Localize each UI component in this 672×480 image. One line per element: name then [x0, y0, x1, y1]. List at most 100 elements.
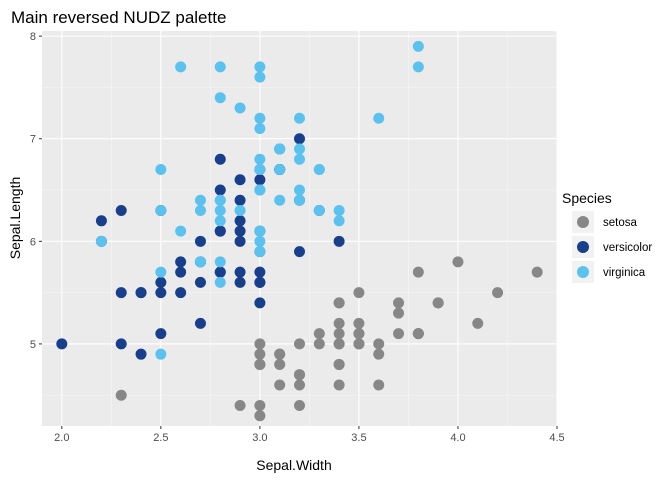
point-virginica	[155, 266, 167, 278]
point-virginica	[155, 348, 167, 360]
point-setosa	[274, 348, 286, 360]
point-versicolor	[214, 266, 226, 278]
point-virginica	[254, 153, 266, 165]
point-virginica	[234, 205, 246, 217]
point-setosa	[492, 287, 504, 299]
point-versicolor	[155, 328, 167, 340]
point-virginica	[214, 61, 226, 73]
point-setosa	[294, 369, 305, 381]
point-setosa	[274, 358, 286, 370]
point-virginica	[254, 122, 266, 134]
point-setosa	[432, 297, 444, 309]
point-virginica	[214, 205, 226, 217]
point-virginica	[234, 102, 246, 114]
legend-key-versicolor	[577, 241, 589, 253]
point-setosa	[313, 328, 325, 340]
legend-label-versicolor: versicolor	[603, 242, 652, 254]
point-versicolor	[135, 348, 147, 360]
point-versicolor	[155, 276, 167, 288]
chart-title: Main reversed NUDZ palette	[11, 8, 226, 27]
point-setosa	[373, 348, 385, 360]
point-setosa	[333, 358, 345, 370]
point-virginica	[274, 194, 286, 206]
point-versicolor	[214, 153, 226, 165]
point-setosa	[452, 256, 464, 268]
point-versicolor	[234, 235, 246, 247]
legend-label-virginica: virginica	[603, 267, 646, 279]
point-setosa	[254, 348, 266, 360]
x-axis-ticks: 2.0 2.5 3.0 3.5 4.0 4.5	[54, 426, 565, 444]
point-setosa	[353, 338, 365, 350]
point-versicolor	[115, 287, 127, 299]
point-setosa	[254, 338, 266, 350]
point-setosa	[254, 410, 266, 422]
point-versicolor	[333, 235, 345, 247]
legend-key-setosa	[577, 216, 589, 228]
point-setosa	[412, 266, 424, 278]
point-virginica	[274, 164, 286, 176]
point-versicolor	[56, 338, 68, 350]
y-tick-label: 8	[30, 31, 36, 43]
point-versicolor	[194, 235, 206, 247]
point-versicolor	[175, 256, 187, 268]
point-virginica	[194, 205, 206, 217]
point-setosa	[254, 399, 266, 411]
point-setosa	[254, 358, 266, 370]
point-virginica	[412, 61, 424, 73]
point-setosa	[333, 297, 345, 309]
point-virginica	[412, 40, 424, 52]
point-setosa	[333, 379, 345, 391]
point-virginica	[214, 276, 226, 288]
point-versicolor	[234, 215, 246, 227]
point-setosa	[531, 266, 543, 278]
x-tick-label: 4.5	[549, 432, 564, 444]
plot-panel	[42, 31, 557, 426]
point-versicolor	[254, 297, 266, 309]
point-virginica	[214, 256, 226, 268]
legend: Species setosa versicolor virginica	[562, 190, 652, 283]
point-setosa	[333, 328, 345, 340]
point-setosa	[294, 379, 305, 391]
point-virginica	[294, 112, 305, 124]
point-virginica	[294, 143, 305, 155]
point-versicolor	[234, 225, 246, 237]
point-setosa	[393, 307, 405, 319]
point-setosa	[333, 317, 345, 329]
point-versicolor	[175, 266, 187, 278]
point-versicolor	[254, 276, 266, 288]
point-versicolor	[214, 184, 226, 196]
y-tick-label: 7	[30, 134, 36, 146]
point-setosa	[393, 328, 405, 340]
point-virginica	[254, 225, 266, 237]
point-setosa	[333, 338, 345, 350]
data-points	[56, 40, 543, 422]
point-versicolor	[135, 287, 147, 299]
point-setosa	[313, 338, 325, 350]
point-virginica	[194, 194, 206, 206]
point-versicolor	[294, 133, 305, 145]
legend-label-setosa: setosa	[603, 217, 637, 229]
point-virginica	[95, 235, 107, 247]
point-versicolor	[234, 276, 246, 288]
point-virginica	[333, 215, 345, 227]
point-setosa	[274, 379, 286, 391]
point-virginica	[274, 143, 286, 155]
point-versicolor	[214, 225, 226, 237]
y-tick-label: 5	[30, 339, 36, 351]
point-setosa	[294, 338, 305, 350]
point-versicolor	[194, 276, 206, 288]
point-virginica	[254, 246, 266, 258]
point-virginica	[254, 71, 266, 83]
x-tick-label: 4.0	[450, 432, 465, 444]
point-versicolor	[175, 287, 187, 299]
point-virginica	[294, 153, 305, 165]
point-virginica	[214, 215, 226, 227]
point-setosa	[393, 297, 405, 309]
x-tick-label: 3.5	[351, 432, 366, 444]
point-virginica	[155, 205, 167, 217]
point-versicolor	[234, 194, 246, 206]
point-virginica	[175, 61, 187, 73]
point-versicolor	[115, 338, 127, 350]
point-virginica	[294, 184, 305, 196]
